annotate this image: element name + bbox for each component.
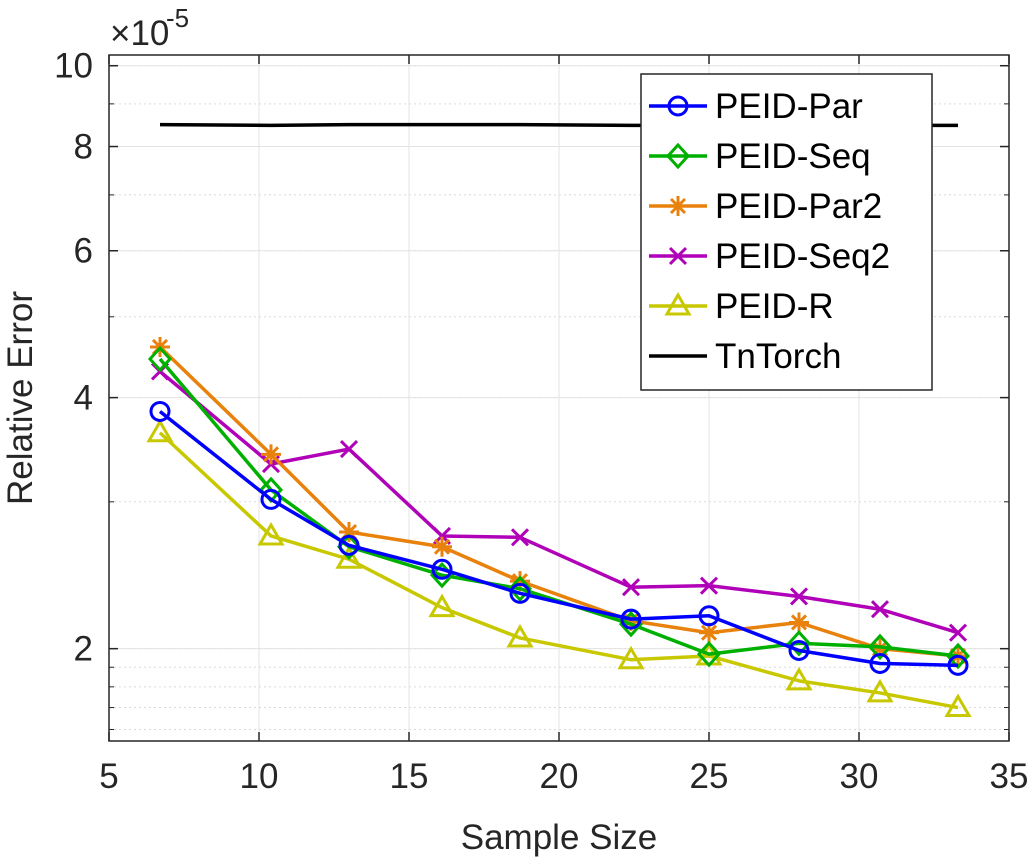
marker-circle <box>667 95 689 117</box>
marker-asterisk <box>339 522 359 543</box>
exponent-base: ×10 <box>110 14 169 53</box>
marker-triangle <box>617 645 645 670</box>
marker-circle <box>509 582 531 604</box>
series-line <box>158 431 959 710</box>
x-tick-label: 30 <box>840 757 879 796</box>
marker-asterisk <box>699 622 719 643</box>
x-tick-label: 15 <box>390 757 429 796</box>
marker-circle <box>788 639 810 661</box>
marker-triangle <box>146 418 174 443</box>
legend-entry: PEID-Par <box>649 87 863 126</box>
y-tick-label: 4 <box>74 379 93 418</box>
series-line <box>158 370 959 635</box>
marker-circle <box>620 608 642 630</box>
y-tick-label: 2 <box>74 630 93 669</box>
marker-triangle <box>785 666 813 691</box>
legend-label: PEID-Par <box>715 87 863 126</box>
legend-entry: PEID-R <box>649 287 834 326</box>
marker-x <box>621 578 641 597</box>
marker-triangle <box>866 678 894 703</box>
marker-diamond <box>696 640 722 668</box>
legend-entry: PEID-Seq <box>649 137 871 176</box>
marker-x <box>948 623 968 642</box>
marker-circle <box>338 534 360 556</box>
y-axis-label: Relative Error <box>1 291 40 505</box>
series-layer <box>146 122 972 718</box>
x-tick-label: 25 <box>690 757 729 796</box>
marker-x <box>339 440 359 459</box>
marker-diamond <box>147 345 173 373</box>
marker-triangle <box>257 521 285 546</box>
marker-asterisk <box>668 196 688 216</box>
marker-circle <box>260 488 282 510</box>
legend-label: PEID-Par2 <box>715 187 882 226</box>
series-peid-par <box>149 400 969 676</box>
marker-diamond <box>665 142 691 170</box>
y-tick-label: 10 <box>54 47 93 86</box>
marker-circle <box>431 558 453 580</box>
legend-label: TnTorch <box>715 337 841 376</box>
marker-circle <box>149 400 171 422</box>
legend: PEID-Par PEID-Seq PEID-Par2 PEID-Seq2 PEID-R… <box>640 73 933 391</box>
marker-circle <box>869 652 891 674</box>
marker-x <box>699 576 719 595</box>
legend-entry: PEID-Par2 <box>649 187 882 226</box>
legend-entry: TnTorch <box>649 337 841 376</box>
marker-triangle <box>428 593 456 618</box>
marker-triangle <box>944 693 972 718</box>
legend-label: PEID-Seq2 <box>715 237 890 276</box>
marker-circle <box>947 654 969 676</box>
ticks: 5 10 15 20 25 30 35 2 4 6 8 10 <box>54 47 1028 796</box>
marker-diamond <box>507 575 533 602</box>
marker-asterisk <box>870 638 890 659</box>
y-tick-label: 6 <box>74 232 93 271</box>
marker-x <box>789 587 809 606</box>
legend-entry: PEID-Seq2 <box>649 237 890 276</box>
x-tick-label: 10 <box>240 757 279 796</box>
marker-asterisk <box>261 444 281 465</box>
marker-asterisk <box>432 536 452 557</box>
marker-circle <box>698 605 720 627</box>
marker-triangle <box>335 545 363 569</box>
marker-x <box>510 528 530 547</box>
marker-diamond <box>786 630 812 657</box>
marker-triangle <box>664 292 692 316</box>
legend-label: PEID-R <box>715 287 834 326</box>
x-tick-label: 35 <box>990 757 1029 796</box>
series-line <box>158 410 959 668</box>
x-tick-label: 5 <box>99 757 118 796</box>
marker-asterisk <box>510 571 530 592</box>
exponent-power: -5 <box>166 3 189 33</box>
marker-asterisk <box>789 612 809 633</box>
x-tick-label: 20 <box>540 757 579 796</box>
legend-box <box>640 73 933 391</box>
marker-x <box>870 600 890 619</box>
x-axis-label: Sample Size <box>461 818 657 857</box>
marker-triangle <box>506 623 534 648</box>
marker-x <box>668 246 688 266</box>
y-tick-label: 8 <box>74 128 93 167</box>
legend-label: PEID-Seq <box>715 137 871 176</box>
marker-diamond <box>945 642 971 670</box>
series-line <box>158 345 959 658</box>
marker-diamond <box>867 633 893 661</box>
axis-exponent: ×10 -5 <box>110 3 189 53</box>
